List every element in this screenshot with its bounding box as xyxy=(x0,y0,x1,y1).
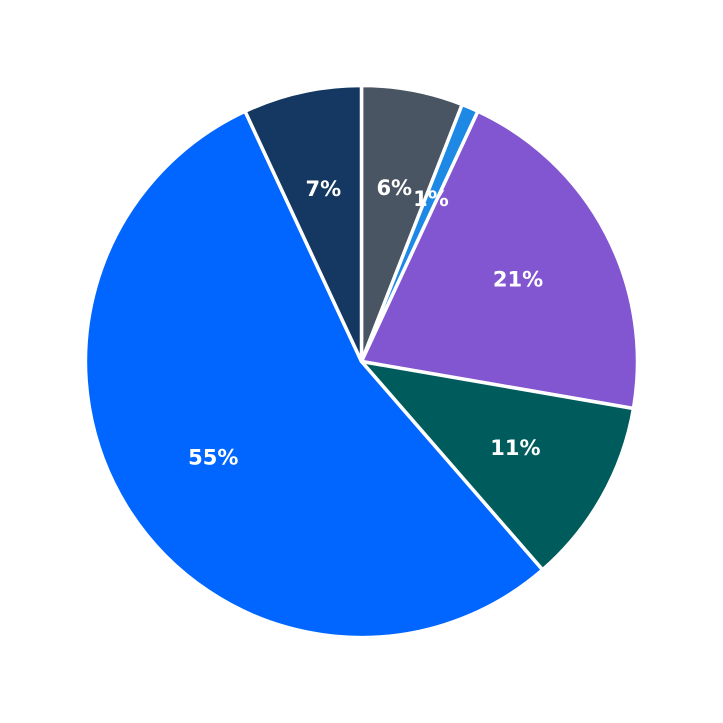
pie-slice-4 xyxy=(83,109,545,640)
pie-labels: 6% 1% 21% 11% 55% 7% xyxy=(188,176,543,470)
pie-slice-label-1: 1% xyxy=(413,187,449,211)
pie-slice-label-4: 55% xyxy=(188,446,238,470)
pie-slice-label-5: 7% xyxy=(306,177,342,201)
pie-slice-5 xyxy=(243,83,364,364)
pie-slice-label-0: 6% xyxy=(376,176,412,200)
pie-slice-2 xyxy=(359,109,640,411)
pie-slice-label-3: 11% xyxy=(490,436,540,460)
pie-slice-3 xyxy=(359,359,636,572)
pie-slices xyxy=(83,83,640,640)
pie-slice-label-2: 21% xyxy=(493,268,543,292)
